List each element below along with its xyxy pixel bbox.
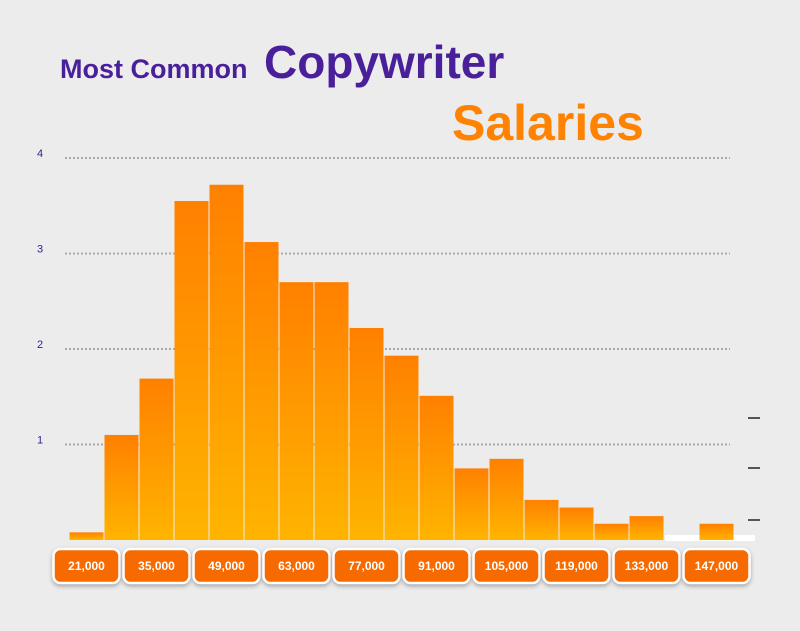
bar bbox=[69, 532, 104, 540]
title-part: Salaries bbox=[452, 95, 644, 151]
x-tick-pill bbox=[192, 547, 261, 585]
x-tick-pill bbox=[122, 547, 191, 585]
x-tick-label: 21,000 bbox=[68, 559, 105, 573]
x-tick-label: 119,000 bbox=[555, 559, 598, 573]
bar bbox=[524, 499, 559, 540]
y-tick-label: 3 bbox=[37, 243, 43, 255]
title-part: Most Common bbox=[60, 54, 247, 84]
x-tick-label: 77,000 bbox=[348, 559, 385, 573]
bar bbox=[559, 507, 594, 540]
bar bbox=[244, 242, 279, 541]
x-tick-pill bbox=[332, 547, 401, 585]
title-part: Copywriter bbox=[264, 36, 504, 88]
bar bbox=[104, 434, 139, 540]
bar bbox=[279, 282, 314, 540]
bar bbox=[419, 395, 454, 540]
x-tick-pill bbox=[52, 547, 121, 585]
x-tick-label: 49,000 bbox=[208, 559, 245, 573]
x-tick-label: 147,000 bbox=[695, 559, 739, 573]
bar bbox=[314, 282, 349, 540]
x-tick-label: 105,000 bbox=[485, 559, 529, 573]
y-tick-label: 2 bbox=[37, 339, 43, 351]
bar bbox=[384, 355, 419, 540]
x-tick-pill bbox=[472, 547, 541, 585]
y-tick-label: 4 bbox=[37, 148, 43, 160]
bar bbox=[139, 378, 174, 540]
x-tick-pill bbox=[402, 547, 471, 585]
bar bbox=[209, 184, 244, 541]
bar bbox=[489, 458, 524, 540]
x-tick-label: 35,000 bbox=[138, 559, 175, 573]
bar bbox=[349, 327, 384, 540]
x-tick-label: 63,000 bbox=[278, 559, 315, 573]
y-tick-label: 1 bbox=[37, 434, 43, 446]
x-tick-pill bbox=[262, 547, 331, 585]
bar bbox=[594, 523, 629, 540]
x-tick-pill bbox=[542, 547, 611, 585]
bar bbox=[699, 523, 734, 540]
x-tick-pill bbox=[682, 547, 751, 585]
decor bbox=[748, 417, 760, 521]
bar bbox=[174, 200, 209, 540]
x-tick-label: 133,000 bbox=[625, 559, 669, 573]
bar bbox=[629, 516, 664, 540]
x-tick-pill bbox=[612, 547, 681, 585]
bar bbox=[454, 468, 489, 540]
x-tick-label: 91,000 bbox=[418, 559, 455, 573]
